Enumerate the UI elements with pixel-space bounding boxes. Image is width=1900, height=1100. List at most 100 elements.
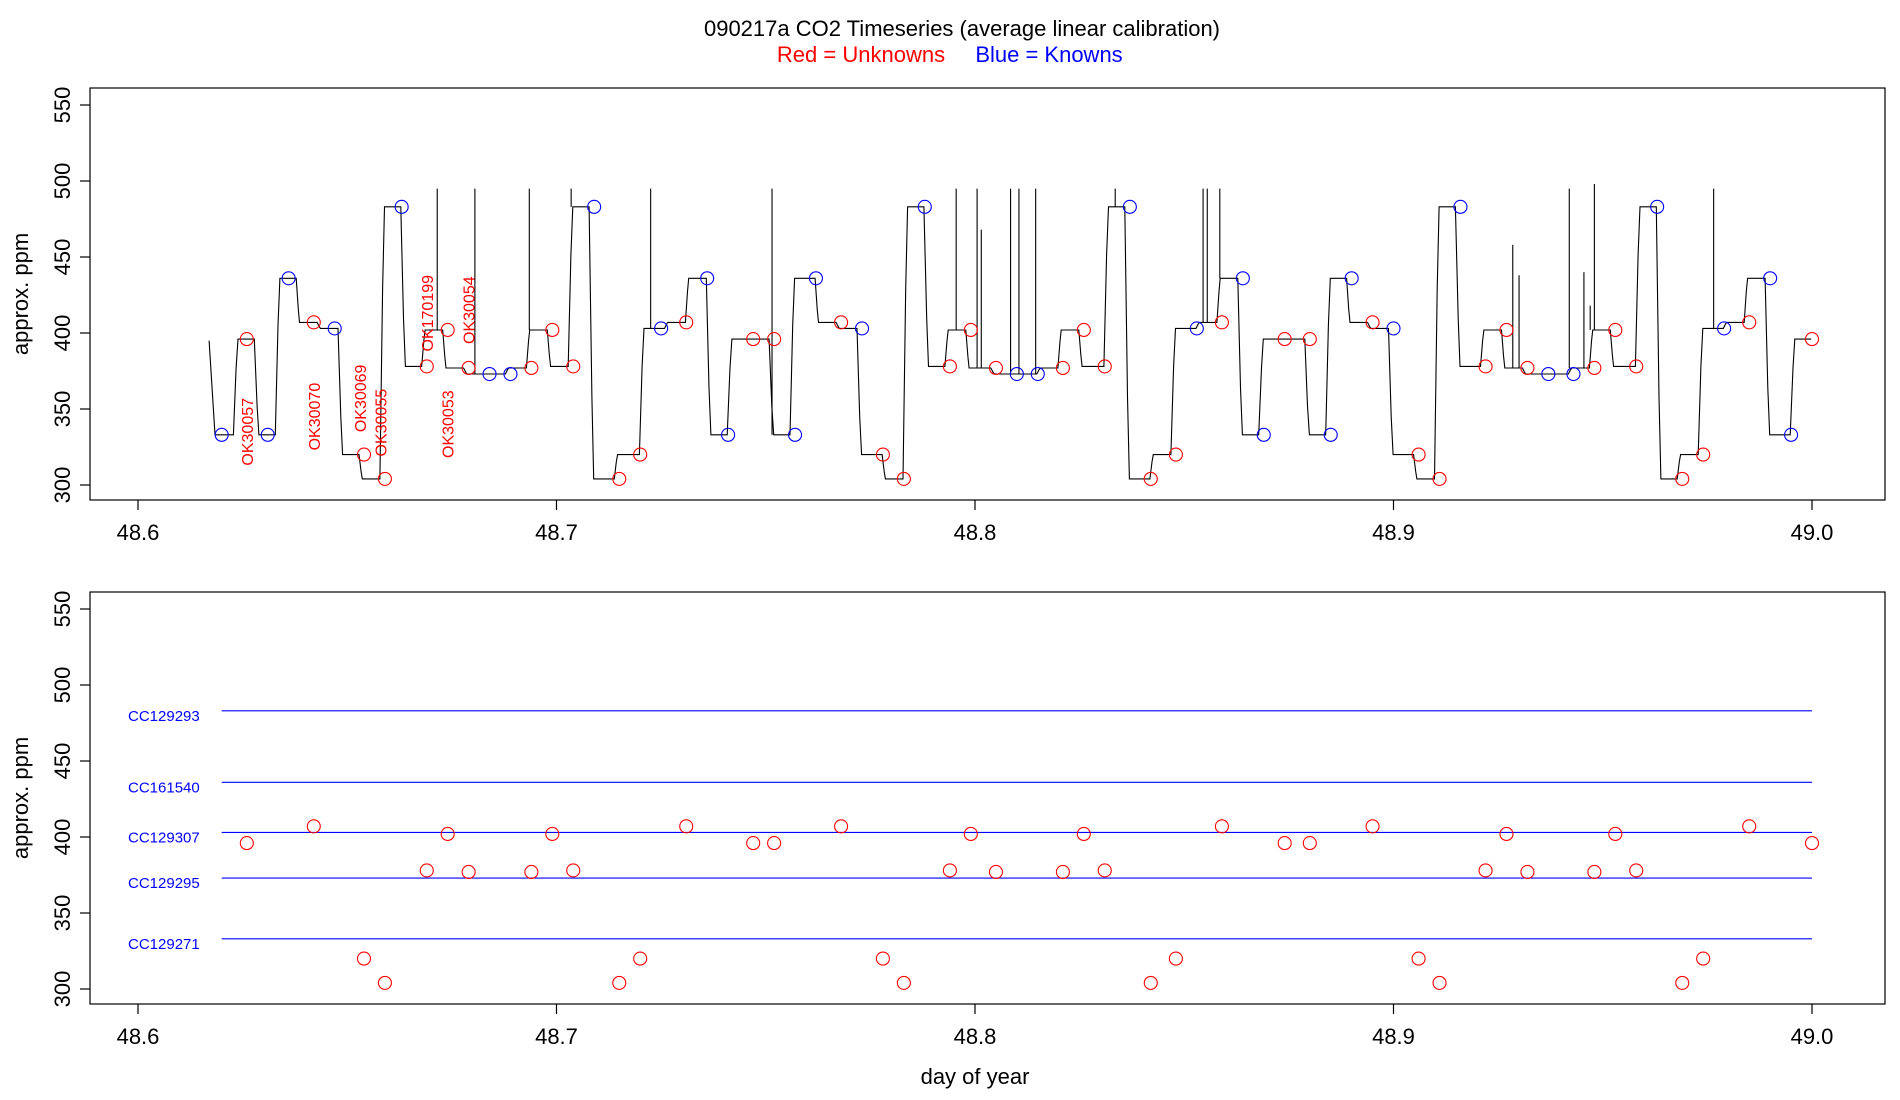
known-point [917, 199, 932, 214]
y-tick-label: 350 [50, 391, 75, 428]
unknown-point [1432, 471, 1447, 486]
y-tick-label: 450 [50, 743, 75, 780]
sample-label: OK30054 [462, 276, 479, 344]
unknown-point [1365, 315, 1380, 330]
standard-label: CC129307 [128, 829, 200, 846]
legend-knowns-label: Blue = Knowns [975, 42, 1122, 67]
known-point [1763, 271, 1778, 286]
known-point [854, 321, 870, 336]
sample-label: OK170199 [420, 275, 437, 352]
unknown-point [419, 359, 434, 374]
known-point [482, 366, 497, 382]
x-tick-label: 48.7 [535, 1024, 578, 1049]
unknown-point [1608, 322, 1623, 338]
unknown-point [1499, 826, 1514, 842]
unknown-point [1696, 951, 1711, 966]
known-point [214, 427, 229, 442]
x-tick-label: 48.6 [117, 520, 160, 545]
known-point [1030, 366, 1045, 382]
sample-label: OK30070 [307, 383, 324, 451]
known-point [1235, 271, 1250, 286]
unknown-point [1168, 447, 1183, 462]
unknown-point [896, 471, 911, 486]
unknown-point [1076, 826, 1091, 842]
unknown-point [633, 951, 648, 966]
unknown-point [1629, 359, 1644, 374]
unknown-point [377, 975, 392, 990]
unknown-point [963, 826, 978, 842]
x-tick-label: 48.8 [954, 520, 997, 545]
unknown-point [239, 836, 254, 851]
x-tick-label: 48.9 [1372, 1024, 1415, 1049]
known-point [1344, 271, 1359, 286]
y-tick-label: 500 [50, 163, 75, 200]
unknown-point [1742, 819, 1757, 834]
y-tick-label: 450 [50, 239, 75, 276]
unknown-point [746, 836, 761, 851]
known-point [1386, 321, 1401, 336]
unknown-point [524, 864, 539, 880]
unknown-point [1097, 359, 1112, 374]
unknown-point [1214, 819, 1229, 834]
unknown-point [1277, 332, 1292, 347]
chart-title-group: 090217a CO2 Timeseries (average linear c… [704, 16, 1220, 67]
co2-trace-line [208, 206, 1812, 480]
unknown-point [1432, 975, 1447, 990]
known-point [1189, 321, 1204, 336]
unknown-point [1804, 332, 1820, 347]
unknown-point [1168, 951, 1183, 966]
unknown-point [1302, 836, 1317, 851]
known-point [1717, 321, 1732, 336]
standard-label: CC129295 [128, 875, 200, 892]
unknown-point [1143, 975, 1158, 990]
known-point [1541, 366, 1556, 382]
unknown-point [1478, 359, 1493, 374]
known-point [1122, 199, 1137, 214]
plot-frame [89, 87, 1886, 501]
unknown-point [356, 951, 372, 966]
unknown-point [1742, 315, 1757, 330]
bottom-panel: 48.6 48.7 48.8 48.9 49.0 300 350 400 450 500 550 ap… [8, 591, 1886, 1089]
unknown-point [746, 332, 761, 347]
known-point [281, 271, 296, 286]
x-tick-label: 48.8 [954, 1024, 997, 1049]
unknown-point [896, 975, 911, 990]
y-axis-label: approx. ppm [8, 233, 33, 355]
unknown-point [1411, 447, 1426, 462]
x-axis-label: day of year [921, 1064, 1030, 1089]
unknown-point [942, 359, 957, 374]
y-tick-label: 550 [50, 87, 75, 124]
unknown-point [988, 864, 1003, 880]
x-tick-label: 49.0 [1791, 1024, 1834, 1049]
unknown-point [834, 819, 849, 834]
unknown-point [875, 447, 890, 462]
standard-label: CC161540 [128, 779, 200, 796]
sample-label: OK30053 [441, 390, 458, 458]
y-tick-label: 500 [50, 667, 75, 704]
unknown-point [1143, 471, 1158, 486]
unknown-point [545, 826, 560, 842]
unknown-point [1097, 863, 1112, 878]
unknown-point [306, 315, 321, 330]
unknown-point [1411, 951, 1426, 966]
unknown-point [1675, 471, 1690, 486]
y-tick-label: 350 [50, 895, 75, 932]
unknown-point [239, 332, 254, 347]
unknown-point [1608, 826, 1623, 842]
unknown-point [306, 819, 321, 834]
unknown-point [1055, 864, 1070, 880]
unknown-point [1804, 836, 1820, 851]
unknown-point [942, 863, 957, 878]
known-point [503, 366, 518, 382]
known-point [1650, 199, 1665, 214]
unknown-point [419, 863, 434, 878]
unknown-point [767, 332, 782, 347]
known-point [700, 271, 715, 286]
unknown-point [377, 471, 392, 486]
unknown-point [440, 322, 455, 338]
known-point [1453, 199, 1468, 214]
legend-unknowns-label: Red = Unknowns [777, 42, 945, 67]
unknown-point [461, 360, 476, 376]
known-point [1566, 366, 1581, 382]
x-tick-label: 48.9 [1372, 520, 1415, 545]
